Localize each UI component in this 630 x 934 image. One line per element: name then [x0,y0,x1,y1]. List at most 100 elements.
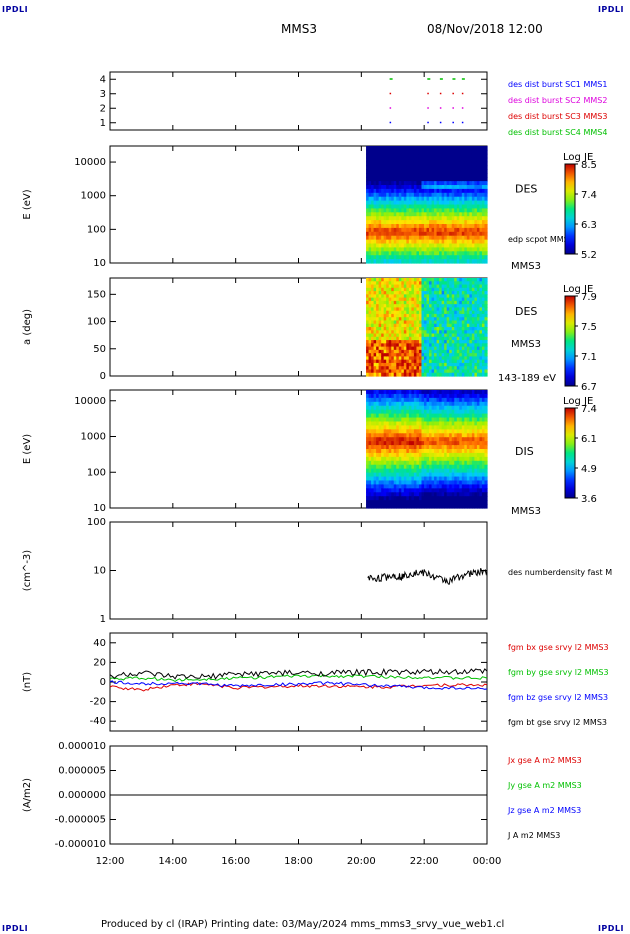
y-tick-label-des_energy: 10 [93,258,106,269]
y-tick-label-fgm: 20 [93,657,106,668]
corner-label-br: IPDLI [597,924,624,933]
colorbar-tick-label-des_pitch: 6.7 [581,382,597,393]
burst-mark [439,121,442,124]
time-tick-label: 20:00 [347,856,376,867]
y-tick-label-density: 10 [93,566,106,577]
lines-fgm [109,668,488,692]
y-tick-label-burst: 4 [100,74,106,85]
panel-label-des_energy: DES [515,183,537,196]
footer-credit: Produced by cl (IRAP) Printing date: 03/… [101,919,505,930]
colorbar-tick-label-dis_energy: 3.6 [581,494,597,505]
y-tick-label-dis_energy: 1000 [81,432,106,443]
time-tick-label: 22:00 [410,856,439,867]
legend-entry-density: des numberdensity fast M [508,568,612,577]
legend-entry-fgm: fgm bt gse srvy l2 MMS3 [508,718,607,727]
series-line-fgm [109,680,488,690]
burst-mark [439,78,443,80]
legend-entry-burst: des dist burst SC2 MMS2 [508,96,607,105]
time-tick-label: 18:00 [284,856,313,867]
panel-label-dis_energy: DIS [515,445,534,458]
y-axis-label-fgm: (nT) [22,672,33,692]
y-tick-label-dis_energy: 10 [93,503,106,514]
panel-frame-burst [109,71,488,131]
y-tick-label-dis_energy: 10000 [74,396,106,407]
burst-mark [389,92,392,95]
burst-mark [452,78,456,80]
y-tick-label-burst: 1 [100,118,106,129]
y-tick-label-des_pitch: 150 [87,289,106,300]
y-tick-label-burst: 2 [100,103,106,114]
panel-extra-des_pitch: 143-189 eV [498,373,556,384]
corner-label-tr: IPDLI [597,5,624,14]
y-axis-label-current: (A/m2) [22,778,33,812]
legend-entry-burst: des dist burst SC1 MMS1 [508,80,607,89]
y-tick-label-des_pitch: 50 [93,344,106,355]
colorbar-tick-label-des_pitch: 7.5 [581,322,597,333]
y-axis-label-des_energy: E (eV) [22,189,33,219]
y-tick-label-dis_energy: 100 [87,467,106,478]
y-tick-label-density: 1 [100,614,106,625]
corner-label-bl: IPDLI [2,924,29,933]
burst-mark [452,107,454,109]
time-tick-label: 00:00 [473,856,502,867]
colorbar-tick-label-dis_energy: 6.1 [581,434,597,445]
burst-mark [389,121,392,124]
burst-mark [461,121,464,124]
y-tick-label-burst: 3 [100,89,106,100]
panel-extra-des_energy: edp scpot MMS3 [508,235,574,244]
y-axis-label-dis_energy: E (eV) [22,434,33,464]
y-tick-label-current: 0.000000 [58,790,106,801]
multi-panel-chart: 1 2 3 4 des dist burst SC1 MMS1 des dist burs… [22,71,612,867]
legend-entry-fgm: fgm bx gse srvy l2 MMS3 [508,643,609,652]
spacecraft-title: MMS3 [281,22,317,36]
corner-label-tl: IPDLI [2,5,29,14]
panel-frame-fgm [109,632,488,732]
series-line-fgm [109,668,488,680]
legend-entry-current: Jy gse A m2 MMS3 [507,781,582,790]
burst-mark [439,92,442,95]
legend-entry-fgm: fgm bz gse srvy l2 MMS3 [508,693,608,702]
burst-mark [461,107,464,109]
colorbar-tick-label-des_energy: 7.4 [581,190,597,201]
legend-entry-current: Jx gse A m2 MMS3 [507,756,582,765]
colorbar-des_energy [564,163,576,255]
colorbar-tick-label-dis_energy: 7.4 [581,404,597,415]
y-tick-label-fgm: -20 [90,697,106,708]
series-line-fgm [109,682,488,692]
colorbar-tick-label-dis_energy: 4.9 [581,464,597,475]
colorbar-tick-label-des_energy: 8.5 [581,160,597,171]
heatmap-dis_energy [366,390,488,509]
colorbar-des_pitch [564,295,576,387]
burst-mark [389,78,393,80]
y-axis-label-des_pitch: a (deg) [22,309,33,345]
burst-mark [427,107,429,109]
legend-entry-current: J A m2 MMS3 [507,831,560,840]
burst-mark [427,121,429,124]
y-tick-label-density: 100 [87,517,106,528]
legend-entry-burst: des dist burst SC3 MMS3 [508,112,607,121]
legend-entry-current: Jz gse A m2 MMS3 [507,806,581,815]
y-tick-label-des_pitch: 100 [87,317,106,328]
panel-sub-des_energy: MMS3 [511,261,541,272]
colorbar-tick-label-des_energy: 6.3 [581,220,597,231]
y-tick-label-des_energy: 10000 [74,157,106,168]
panel-sub-dis_energy: MMS3 [511,506,541,517]
legend-entry-burst: des dist burst SC4 MMS4 [508,128,607,137]
y-tick-label-fgm: -40 [90,716,106,727]
colorbar-title-dis_energy: Log JE [563,396,593,407]
series-line-fgm [109,674,488,682]
colorbar-title-des_pitch: Log JE [563,284,593,295]
colorbar-tick-label-des_energy: 5.2 [581,250,597,261]
y-tick-label-des_energy: 100 [87,224,106,235]
y-tick-label-current: -0.000005 [55,815,106,826]
series-line-density [367,568,488,585]
datetime-title: 08/Nov/2018 12:00 [427,22,543,36]
burst-mark [427,78,431,80]
burst-mark [389,107,392,109]
y-tick-label-current: 0.000005 [58,766,106,777]
panel-sub-des_pitch: MMS3 [511,339,541,350]
lines-density [367,568,488,585]
burst-mark [461,92,464,95]
legend-entry-fgm: fgm by gse srvy l2 MMS3 [508,668,609,677]
time-tick-label: 16:00 [221,856,250,867]
